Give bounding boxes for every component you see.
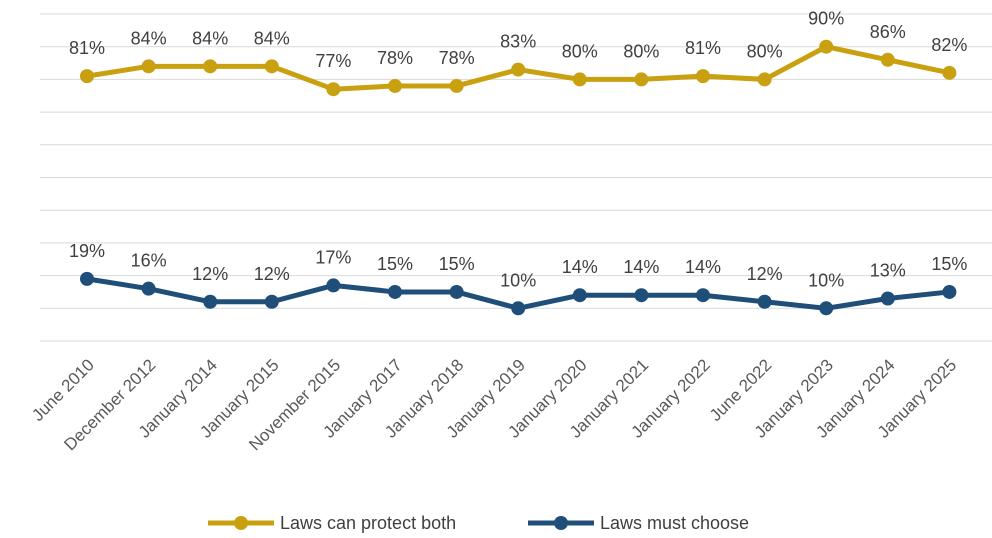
data-point (449, 284, 464, 299)
data-label: 15% (377, 254, 413, 274)
data-label: 80% (623, 41, 659, 61)
data-point (264, 59, 279, 74)
data-label: 78% (439, 48, 475, 68)
legend-label: Laws must choose (600, 513, 749, 533)
data-label: 80% (747, 41, 783, 61)
data-point (511, 62, 526, 77)
data-point (203, 59, 218, 74)
data-point (141, 59, 156, 74)
data-label: 14% (685, 257, 721, 277)
data-label: 10% (500, 270, 536, 290)
data-point (572, 288, 587, 303)
data-label: 19% (69, 241, 105, 261)
data-point (696, 69, 710, 84)
data-point (880, 291, 895, 306)
data-point (942, 284, 957, 299)
data-label: 12% (747, 264, 783, 284)
data-point (696, 288, 710, 303)
data-label: 77% (315, 51, 351, 71)
data-labels: 81% 84% 84% 84% 77% 78% 78% 83% 80% 80% 81% 80% 90% 8… (69, 9, 967, 291)
data-label: 82% (931, 35, 967, 55)
data-point (572, 72, 587, 87)
data-label: 84% (192, 28, 228, 48)
data-label: 83% (500, 32, 536, 52)
data-label: 16% (131, 251, 167, 271)
data-label: 17% (315, 247, 351, 267)
data-label: 15% (931, 254, 967, 274)
data-point (326, 278, 341, 293)
data-point (388, 284, 402, 299)
data-label: 13% (870, 260, 906, 280)
data-label: 12% (192, 264, 228, 284)
data-point (880, 52, 895, 67)
data-point (757, 72, 772, 87)
data-point (819, 39, 834, 54)
data-point (634, 288, 649, 303)
data-label: 12% (254, 264, 290, 284)
data-point (942, 65, 957, 80)
data-label: 14% (623, 257, 659, 277)
data-point (819, 301, 834, 316)
data-point (264, 294, 279, 309)
legend-swatch-marker (554, 516, 568, 530)
series-lines (80, 39, 957, 316)
data-point (141, 281, 156, 296)
data-label: 78% (377, 48, 413, 68)
legend: Laws can protect both Laws must choose (208, 513, 749, 533)
legend-label: Laws can protect both (280, 513, 456, 533)
data-point (388, 78, 402, 93)
data-point (203, 294, 218, 309)
legend-swatch-marker (234, 516, 248, 530)
data-label: 84% (131, 28, 167, 48)
data-point (511, 301, 526, 316)
data-label: 81% (69, 38, 105, 58)
data-point (757, 294, 772, 309)
data-label: 14% (562, 257, 598, 277)
data-point (80, 271, 94, 286)
data-label: 84% (254, 28, 290, 48)
data-label: 10% (808, 270, 844, 290)
data-point (634, 72, 649, 87)
data-label: 80% (562, 41, 598, 61)
data-label: 15% (439, 254, 475, 274)
data-point (80, 69, 94, 84)
data-label: 86% (870, 22, 906, 42)
data-point (326, 82, 341, 97)
data-label: 90% (808, 9, 844, 29)
data-point (449, 78, 464, 93)
data-label: 81% (685, 38, 721, 58)
